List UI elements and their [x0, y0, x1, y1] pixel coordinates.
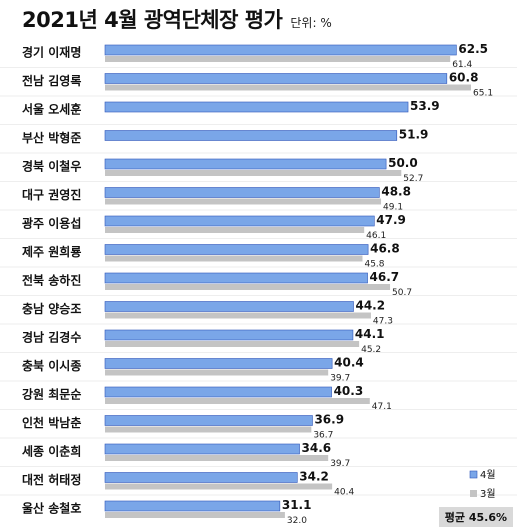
bar-march	[105, 170, 402, 176]
data-label-april: 46.8	[370, 242, 400, 256]
bar-april	[104, 44, 457, 56]
bar-april	[104, 301, 354, 312]
data-label-march: 50.7	[392, 288, 412, 298]
bar-march	[105, 398, 370, 404]
bar-march	[105, 483, 333, 490]
data-label-april: 40.4	[334, 356, 364, 370]
bar-march	[105, 512, 285, 518]
data-label-april: 50.0	[388, 156, 418, 170]
bar-march	[105, 312, 371, 319]
legend-label-april: 4월	[480, 469, 496, 481]
legend-swatch-march	[470, 490, 477, 497]
bar-april	[104, 329, 354, 341]
data-label-april: 40.3	[334, 384, 364, 398]
data-label-march: 45.8	[364, 260, 384, 270]
bar-march	[105, 56, 451, 62]
bar-april	[104, 101, 409, 113]
data-label-march: 45.2	[361, 345, 381, 355]
bar-april	[104, 244, 369, 255]
average-badge: 평균 45.6%	[438, 507, 513, 527]
bar-march	[105, 255, 363, 262]
legend-swatch-april	[469, 470, 478, 479]
bar-march	[105, 455, 329, 461]
chart-header: 2021년 4월 광역단체장 평가 단위: %	[22, 4, 332, 34]
bar-april	[104, 187, 380, 198]
chart-title: 2021년 4월 광역단체장 평가	[22, 8, 283, 32]
bar-march	[105, 369, 329, 376]
data-label-march: 36.7	[313, 431, 333, 441]
category-label: 부산 박형준	[22, 130, 81, 145]
category-label: 충북 이시종	[22, 358, 81, 373]
category-label: 경북 이철우	[22, 159, 81, 174]
bar-april	[104, 130, 398, 141]
bar-april	[104, 272, 368, 284]
data-label-april: 44.2	[355, 299, 385, 313]
data-label-april: 60.8	[449, 71, 479, 85]
bar-april	[104, 500, 281, 512]
data-label-april: 53.9	[410, 99, 440, 113]
bar-april	[104, 415, 313, 426]
bar-april	[104, 358, 333, 369]
data-label-march: 46.1	[366, 231, 386, 241]
bar-april	[104, 386, 332, 398]
data-label-march: 32.0	[287, 516, 307, 526]
data-label-april: 34.2	[299, 470, 329, 484]
category-label: 경기 이재명	[22, 45, 81, 60]
data-label-march: 65.1	[473, 89, 493, 99]
data-label-april: 47.9	[376, 213, 406, 227]
data-label-march: 40.4	[334, 488, 354, 498]
data-label-march: 61.4	[452, 60, 472, 70]
bar-march	[105, 84, 471, 91]
data-label-march: 39.7	[330, 459, 350, 469]
data-label-april: 62.5	[458, 42, 488, 56]
category-label: 인천 박남춘	[22, 415, 81, 430]
bar-april	[104, 443, 300, 455]
bar-march	[105, 284, 391, 290]
bar-march	[105, 341, 360, 347]
category-label: 전남 김영록	[22, 73, 81, 88]
category-label: 세종 이춘희	[22, 444, 81, 459]
category-label: 전북 송하진	[22, 273, 81, 288]
data-label-march: 52.7	[403, 174, 423, 184]
data-label-april: 34.6	[302, 441, 332, 455]
bar-march	[105, 227, 365, 233]
legend-label-march: 3월	[480, 488, 496, 500]
bar-april	[104, 158, 387, 170]
data-label-april: 44.1	[355, 327, 385, 341]
data-label-april: 31.1	[282, 498, 312, 512]
category-label: 서울 오세훈	[22, 102, 81, 117]
bar-april	[104, 472, 298, 483]
data-label-april: 46.7	[370, 270, 400, 284]
category-label: 제주 원희룡	[22, 244, 81, 259]
data-label-april: 48.8	[381, 185, 411, 199]
category-label: 대전 허태정	[22, 472, 81, 487]
data-label-april: 51.9	[399, 128, 429, 142]
category-label: 충남 양승조	[22, 301, 81, 316]
category-label: 대구 권영진	[22, 187, 81, 202]
data-label-march: 47.3	[373, 317, 393, 327]
category-label: 경남 김경수	[22, 330, 81, 345]
bar-april	[104, 215, 375, 227]
category-label: 광주 이용섭	[22, 216, 81, 231]
category-label: 강원 최문순	[22, 387, 81, 402]
bar-april	[104, 73, 448, 84]
data-label-march: 49.1	[383, 203, 403, 213]
category-label: 울산 송철호	[22, 501, 81, 516]
data-label-march: 47.1	[372, 402, 392, 412]
bar-march	[105, 198, 382, 205]
data-label-march: 39.7	[330, 374, 350, 384]
unit-label: 단위: %	[290, 16, 332, 30]
data-label-april: 36.9	[314, 413, 344, 427]
bar-march	[105, 426, 312, 433]
